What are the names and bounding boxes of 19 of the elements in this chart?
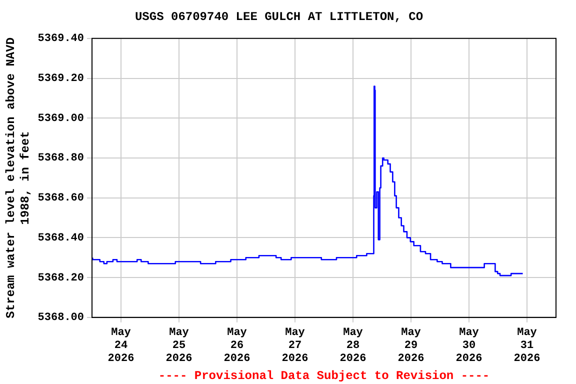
y-tick-label: 5368.60 <box>38 192 84 205</box>
x-tick-label: May 24 2026 <box>108 326 134 366</box>
chart-title: USGS 06709740 LEE GULCH AT LITTLETON, CO <box>134 10 424 24</box>
y-tick-label: 5368.40 <box>38 232 84 244</box>
y-tick-label: 5368.20 <box>38 272 84 284</box>
y-tick-label: 5368.00 <box>38 312 84 324</box>
y-tick-label: 5368.80 <box>38 152 84 165</box>
y-axis-title: Stream water level elevation above NAVD 1988, in feet <box>4 37 33 318</box>
x-tick-label: May 31 2026 <box>514 326 540 366</box>
y-tick-label: 5369.40 <box>38 33 84 46</box>
x-tick-label: May 26 2026 <box>224 326 250 366</box>
y-tick-label: 5369.20 <box>38 73 84 86</box>
x-tick-label: May 27 2026 <box>282 326 308 366</box>
x-tick-label: May 28 2026 <box>340 326 366 366</box>
x-tick-label: May 30 2026 <box>456 326 482 366</box>
y-tick-label: 5369.00 <box>38 112 84 125</box>
x-tick-label: May 25 2026 <box>166 326 192 366</box>
x-tick-label: May 29 2026 <box>398 326 424 366</box>
text: ---- Provisional Data Subject to Revision ---- <box>158 369 490 384</box>
